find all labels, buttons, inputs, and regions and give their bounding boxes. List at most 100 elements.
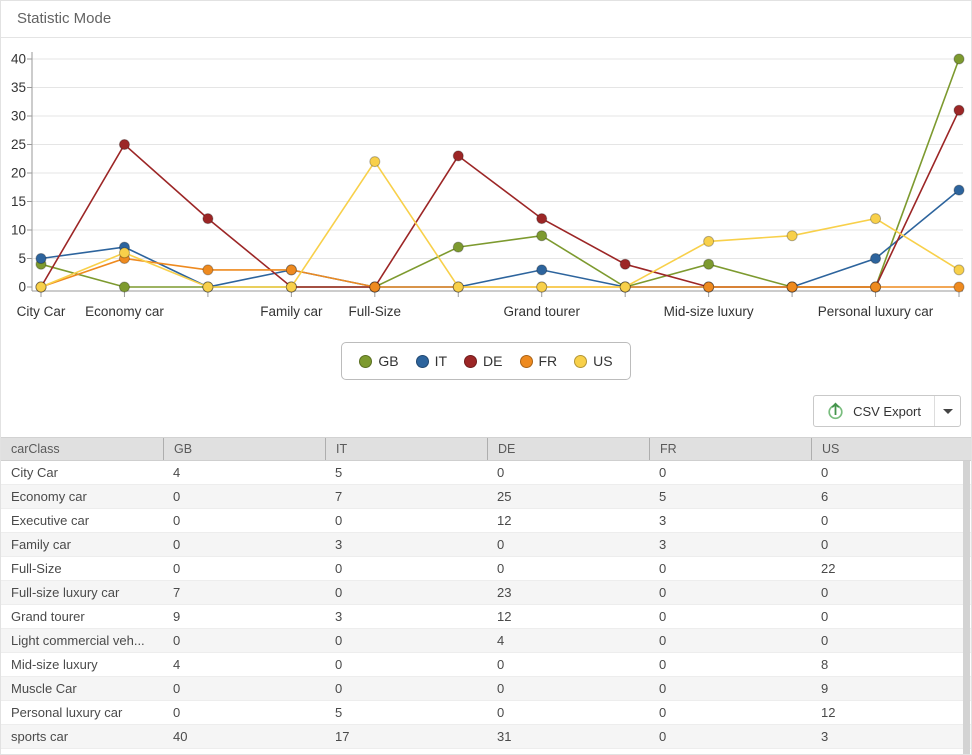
data-point-fr[interactable] <box>703 281 715 293</box>
data-point-gb[interactable] <box>536 230 548 242</box>
y-axis-label: 25 <box>11 137 26 152</box>
column-header-it[interactable]: IT <box>325 438 487 460</box>
table-scrollbar[interactable] <box>963 461 970 754</box>
data-point-it[interactable] <box>953 184 965 196</box>
cell: 22 <box>821 561 836 576</box>
column-header-gb[interactable]: GB <box>163 438 325 460</box>
row-label: Executive car <box>11 513 90 528</box>
data-point-us[interactable] <box>870 213 882 225</box>
data-point-gb[interactable] <box>703 258 715 270</box>
csv-export-button[interactable]: CSV Export <box>814 396 934 426</box>
data-point-de[interactable] <box>118 139 130 150</box>
cell: 12 <box>497 609 512 624</box>
legend-swatch <box>359 354 373 368</box>
table-row[interactable]: Mid-size luxury 4 0 0 0 8 <box>1 653 971 677</box>
cell: 3 <box>335 609 343 624</box>
data-point-gb[interactable] <box>452 241 464 253</box>
legend-item-it[interactable]: IT <box>415 353 448 369</box>
data-point-us[interactable] <box>285 281 297 293</box>
y-axis-label: 30 <box>11 109 26 124</box>
cell: 0 <box>335 513 343 528</box>
table-row[interactable]: Light commercial veh... 0 0 4 0 0 <box>1 629 971 653</box>
x-axis-label: Personal luxury car <box>818 304 934 319</box>
row-label: Family car <box>11 537 71 552</box>
y-axis-label: 20 <box>11 166 26 181</box>
page-title: Statistic Mode <box>17 10 112 27</box>
data-point-fr[interactable] <box>369 281 381 293</box>
data-point-fr[interactable] <box>953 281 965 293</box>
cell: 9 <box>821 681 829 696</box>
table-row[interactable]: Personal luxury car 0 5 0 0 12 <box>1 701 971 725</box>
cell: 0 <box>659 705 667 720</box>
data-point-us[interactable] <box>619 281 631 293</box>
legend-item-fr[interactable]: FR <box>519 353 557 369</box>
data-point-us[interactable] <box>786 230 798 242</box>
data-point-us[interactable] <box>953 264 965 276</box>
legend-label: US <box>593 353 613 369</box>
data-point-gb[interactable] <box>118 281 130 293</box>
table-row[interactable]: Executive car 0 0 12 3 0 <box>1 509 971 533</box>
data-point-fr[interactable] <box>870 281 882 293</box>
csv-export-split-button[interactable]: CSV Export <box>813 395 961 427</box>
data-point-de[interactable] <box>452 150 464 162</box>
line-chart-svg: 0 5 10 15 20 25 30 35 40 City Car Economy car Famil… <box>11 52 965 319</box>
data-point-it[interactable] <box>536 264 548 276</box>
data-point-de[interactable] <box>202 213 214 225</box>
row-label: Economy car <box>11 489 87 504</box>
cell: 0 <box>335 633 343 648</box>
cell: 17 <box>335 729 350 744</box>
legend-item-de[interactable]: DE <box>464 353 503 369</box>
table-row[interactable]: Full-Size 0 0 0 0 22 <box>1 557 971 581</box>
column-header-fr[interactable]: FR <box>649 438 811 460</box>
column-header-us[interactable]: US <box>811 438 971 460</box>
table-row[interactable]: City Car 4 5 0 0 0 <box>1 461 971 485</box>
data-point-us[interactable] <box>35 281 47 293</box>
cell: 0 <box>659 657 667 672</box>
data-point-fr[interactable] <box>202 264 214 276</box>
cell: 6 <box>821 489 829 504</box>
x-axis-label: Economy car <box>85 304 164 319</box>
data-point-us[interactable] <box>118 247 130 259</box>
table-row[interactable]: Muscle Car 0 0 0 0 9 <box>1 677 971 701</box>
data-point-fr[interactable] <box>285 264 297 276</box>
data-point-fr[interactable] <box>786 281 798 293</box>
cell: 0 <box>497 537 505 552</box>
data-point-de[interactable] <box>619 258 631 270</box>
cell: 25 <box>497 489 512 504</box>
column-header-carclass[interactable]: carClass <box>11 442 60 456</box>
table-row[interactable]: Grand tourer 9 3 12 0 0 <box>1 605 971 629</box>
legend-swatch <box>415 354 429 368</box>
x-axis-label: Grand tourer <box>503 304 580 319</box>
cell: 4 <box>173 465 181 480</box>
column-header-de[interactable]: DE <box>487 438 649 460</box>
data-point-us[interactable] <box>369 156 381 168</box>
table-toolbar: CSV Export <box>1 395 971 427</box>
cell: 3 <box>335 537 343 552</box>
data-point-it[interactable] <box>870 253 882 264</box>
cell: 23 <box>497 585 512 600</box>
legend-item-gb[interactable]: GB <box>359 353 399 369</box>
table-row[interactable]: Family car 0 3 0 3 0 <box>1 533 971 557</box>
data-point-us[interactable] <box>452 281 464 293</box>
data-point-us[interactable] <box>536 281 548 293</box>
table-row[interactable]: Full-size luxury car 7 0 23 0 0 <box>1 581 971 605</box>
csv-export-dropdown-toggle[interactable] <box>934 396 960 426</box>
row-label: Muscle Car <box>11 681 77 696</box>
data-point-de[interactable] <box>536 213 548 225</box>
legend-swatch <box>574 354 588 368</box>
table-row[interactable]: sports car 40 17 31 0 3 <box>1 725 971 749</box>
table-row[interactable]: Economy car 0 7 25 5 6 <box>1 485 971 509</box>
row-label: Grand tourer <box>11 609 85 624</box>
legend-item-us[interactable]: US <box>574 353 613 369</box>
data-point-it[interactable] <box>35 253 47 264</box>
legend-label: IT <box>434 353 448 369</box>
data-point-gb[interactable] <box>953 53 965 65</box>
legend-label: GB <box>378 353 399 369</box>
data-point-de[interactable] <box>953 104 965 116</box>
data-point-us[interactable] <box>703 235 715 247</box>
cell: 0 <box>659 609 667 624</box>
row-label: Full-size luxury car <box>11 585 120 600</box>
line-chart: 0 5 10 15 20 25 30 35 40 City Car Economy car Famil… <box>1 38 971 334</box>
cell: 12 <box>821 705 836 720</box>
data-point-us[interactable] <box>202 281 214 293</box>
